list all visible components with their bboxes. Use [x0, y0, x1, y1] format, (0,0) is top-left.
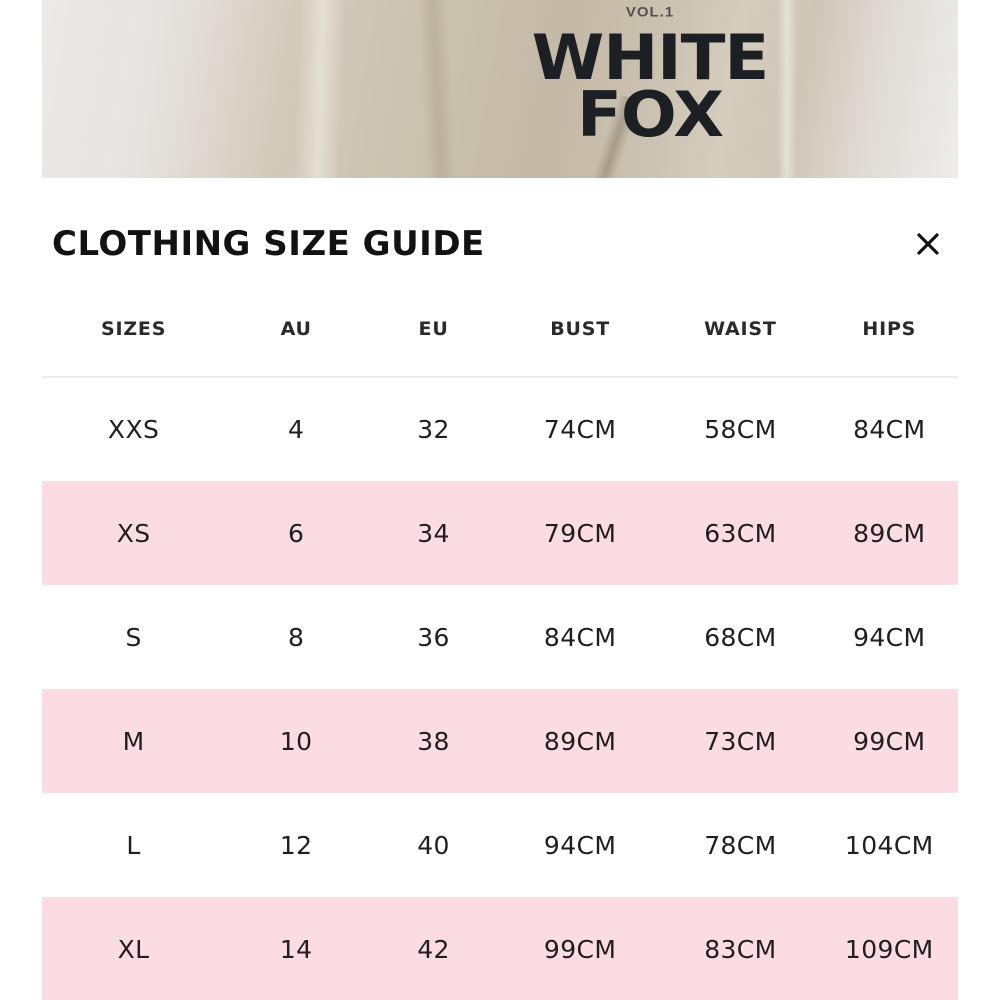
cell-bust: 74CM: [543, 415, 617, 444]
cell-au: 14: [225, 897, 368, 1000]
cell-hips: 84CM: [853, 415, 926, 444]
modal-header: CLOTHING SIZE GUIDE: [42, 178, 958, 310]
cell-bust: 84CM: [543, 622, 617, 652]
cell-bust: 89CM: [499, 689, 661, 793]
fabric-fold-highlight: [293, 0, 347, 178]
cell-waist: 63CM: [660, 481, 821, 585]
cell-hips: 109CM: [820, 897, 958, 1000]
cell-eu: 42: [367, 897, 500, 1000]
column-header-au: AU: [225, 310, 368, 378]
table-row: XL 14 42 99CM 83CM 109CM: [42, 897, 958, 1000]
close-icon-glyph: [917, 233, 939, 255]
fabric-edge-highlight: [777, 0, 797, 178]
cell-eu: 40: [417, 830, 450, 860]
cell-size: XL: [42, 897, 226, 1000]
print-brand-line1: WHITE: [531, 21, 769, 94]
cell-size: M: [42, 689, 226, 793]
cell-eu: 36: [417, 622, 450, 652]
table-row: M 10 38 89CM 73CM 99CM: [42, 689, 958, 793]
cell-hips: 89CM: [820, 481, 958, 585]
cell-au: 12: [279, 830, 313, 860]
cell-bust: 79CM: [499, 481, 661, 585]
cell-bust: 99CM: [499, 897, 661, 1000]
cell-eu: 32: [417, 415, 450, 444]
column-header-hips: HIPS: [820, 310, 958, 378]
column-header-sizes: SIZES: [42, 310, 226, 378]
table-body: XXS 4 32 74CM 58CM 84CM XS 6 34 79CM 63C…: [42, 377, 958, 1000]
cell-au: 8: [288, 622, 305, 652]
column-header-bust: BUST: [499, 310, 661, 378]
table-row: XXS 4 32 74CM 58CM 84CM: [42, 377, 958, 481]
cell-hips: 94CM: [853, 622, 926, 652]
garment-print: VOL.1 WHITE FOX: [530, 4, 770, 146]
photo-background: [42, 0, 958, 178]
cell-waist: 73CM: [660, 689, 821, 793]
table-header-row: SIZES AU EU BUST WAIST HIPS: [42, 310, 958, 378]
table-header: SIZES AU EU BUST WAIST HIPS: [42, 310, 958, 378]
print-vol-text: VOL.1: [625, 4, 675, 21]
cell-size: S: [125, 622, 142, 652]
cell-size: XS: [42, 481, 226, 585]
cell-au: 10: [225, 689, 368, 793]
cell-waist: 68CM: [704, 622, 777, 652]
cell-au: 6: [225, 481, 368, 585]
size-guide-modal: CLOTHING SIZE GUIDE SIZES AU EU BUST: [42, 178, 958, 1000]
cell-eu: 38: [367, 689, 500, 793]
size-chart-table: SIZES AU EU BUST WAIST HIPS XXS 4 32 74C…: [42, 310, 958, 1000]
cell-au: 4: [288, 415, 305, 444]
print-brand-line2: FOX: [577, 78, 724, 152]
product-photo: VOL.1 WHITE FOX: [42, 0, 958, 178]
table-row: XS 6 34 79CM 63CM 89CM: [42, 481, 958, 585]
cell-eu: 34: [367, 481, 500, 585]
column-header-waist: WAIST: [660, 310, 821, 378]
table-row: S 8 36 84CM 68CM 94CM: [42, 585, 958, 689]
table-row: L 12 40 94CM 78CM 104CM: [42, 793, 958, 897]
cell-waist: 78CM: [704, 830, 777, 860]
cell-hips: 99CM: [820, 689, 958, 793]
cell-size: L: [126, 830, 141, 860]
cell-bust: 94CM: [543, 830, 617, 860]
cell-hips: 104CM: [844, 830, 934, 860]
column-header-eu: EU: [367, 310, 500, 378]
cell-waist: 83CM: [660, 897, 821, 1000]
cell-size: XXS: [107, 415, 160, 444]
cell-waist: 58CM: [704, 415, 777, 444]
page-title: CLOTHING SIZE GUIDE: [52, 224, 485, 264]
close-icon[interactable]: [910, 226, 946, 262]
